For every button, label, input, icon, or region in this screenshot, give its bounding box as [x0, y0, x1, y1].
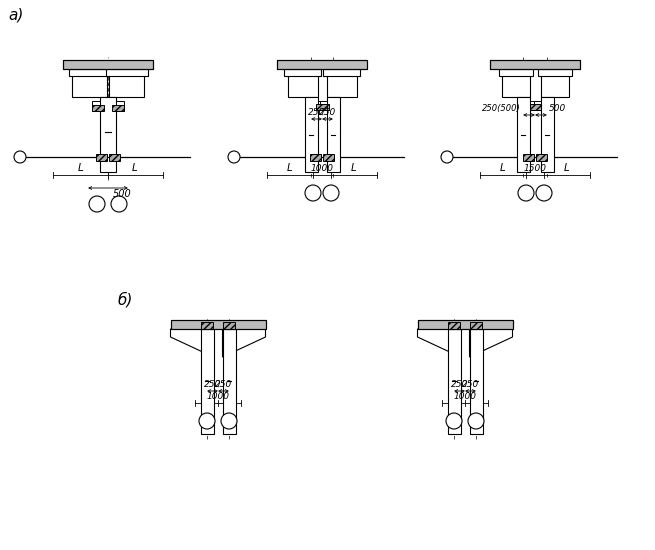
- Bar: [417, 320, 512, 329]
- Bar: [540, 97, 553, 172]
- Bar: [116, 101, 124, 111]
- Bar: [517, 97, 529, 172]
- Text: L: L: [500, 163, 506, 173]
- Text: 250: 250: [462, 380, 479, 389]
- Bar: [92, 101, 100, 111]
- Bar: [316, 104, 326, 110]
- Text: L: L: [351, 163, 357, 173]
- Bar: [470, 329, 483, 434]
- Bar: [318, 101, 324, 110]
- Bar: [490, 60, 580, 69]
- Bar: [288, 69, 318, 97]
- Circle shape: [468, 413, 484, 429]
- Bar: [536, 153, 547, 161]
- Text: а): а): [8, 7, 24, 22]
- Bar: [100, 97, 116, 172]
- Bar: [277, 60, 367, 69]
- Text: L: L: [78, 163, 84, 173]
- Bar: [529, 104, 540, 110]
- Bar: [170, 320, 265, 329]
- Circle shape: [89, 196, 105, 212]
- Bar: [92, 105, 104, 111]
- Circle shape: [199, 413, 215, 429]
- Text: 1000: 1000: [310, 164, 333, 173]
- Text: 500: 500: [549, 104, 567, 113]
- Bar: [323, 153, 334, 161]
- Bar: [305, 97, 318, 172]
- Circle shape: [518, 185, 534, 201]
- Polygon shape: [417, 329, 460, 357]
- Bar: [326, 69, 356, 97]
- Text: 1000: 1000: [453, 392, 476, 401]
- Bar: [63, 60, 153, 69]
- Text: 250(500): 250(500): [482, 104, 521, 113]
- Text: 250: 250: [319, 108, 336, 117]
- Circle shape: [441, 151, 453, 163]
- Bar: [277, 60, 367, 69]
- Bar: [447, 329, 460, 434]
- Bar: [200, 329, 214, 434]
- Text: 500: 500: [113, 189, 132, 199]
- Bar: [417, 320, 512, 329]
- Text: L: L: [564, 163, 570, 173]
- Circle shape: [305, 185, 321, 201]
- Circle shape: [111, 196, 127, 212]
- Bar: [320, 101, 326, 110]
- Circle shape: [228, 151, 240, 163]
- Bar: [538, 69, 572, 76]
- Bar: [529, 101, 536, 110]
- Text: L: L: [287, 163, 293, 173]
- Bar: [72, 69, 107, 97]
- Bar: [112, 105, 124, 111]
- Bar: [498, 69, 533, 76]
- Circle shape: [221, 413, 237, 429]
- Bar: [200, 322, 212, 329]
- Bar: [323, 69, 360, 76]
- Bar: [69, 69, 111, 76]
- Text: 250: 250: [451, 380, 468, 389]
- Bar: [223, 329, 236, 434]
- Bar: [170, 320, 265, 329]
- Circle shape: [446, 413, 462, 429]
- Bar: [105, 69, 147, 76]
- Text: 1500: 1500: [523, 164, 546, 173]
- Polygon shape: [470, 329, 512, 357]
- Bar: [502, 69, 529, 97]
- Text: б): б): [118, 292, 134, 307]
- Bar: [470, 322, 481, 329]
- Bar: [109, 69, 144, 97]
- Bar: [490, 60, 580, 69]
- Circle shape: [536, 185, 552, 201]
- Bar: [96, 153, 107, 161]
- Polygon shape: [223, 329, 265, 357]
- Circle shape: [14, 151, 26, 163]
- Bar: [540, 69, 569, 97]
- Bar: [284, 69, 321, 76]
- Bar: [310, 153, 321, 161]
- Bar: [63, 60, 153, 69]
- Text: 250: 250: [204, 380, 221, 389]
- Bar: [529, 104, 540, 110]
- Bar: [326, 97, 339, 172]
- Bar: [447, 322, 460, 329]
- Bar: [523, 153, 534, 161]
- Text: 250: 250: [308, 108, 325, 117]
- Bar: [318, 104, 329, 110]
- Text: 1000: 1000: [206, 392, 229, 401]
- Bar: [223, 322, 234, 329]
- Circle shape: [323, 185, 339, 201]
- Bar: [534, 101, 540, 110]
- Bar: [109, 153, 120, 161]
- Polygon shape: [170, 329, 214, 357]
- Text: L: L: [132, 163, 138, 173]
- Text: 250: 250: [215, 380, 232, 389]
